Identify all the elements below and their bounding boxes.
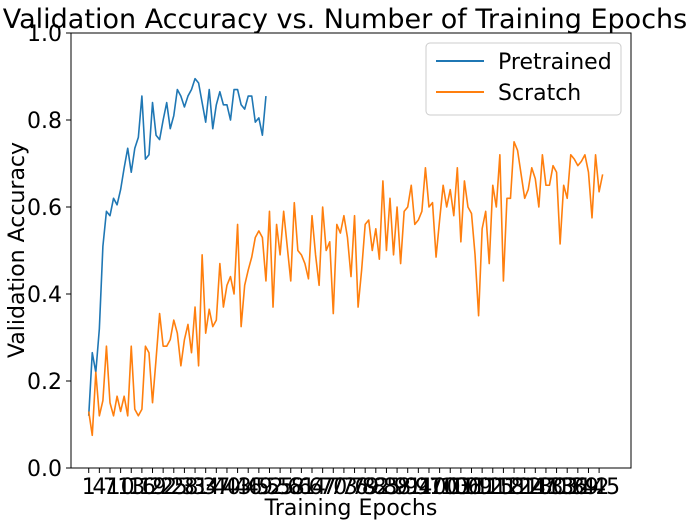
- x-tick-label: 136: [546, 475, 588, 500]
- x-tick-label: 19: [139, 475, 167, 500]
- x-tick-label: 130: [525, 475, 567, 500]
- y-axis-label: Validation Accuracy: [5, 142, 30, 358]
- x-tick-label: 106: [440, 475, 482, 500]
- series-line-pretrained: [87, 77, 267, 416]
- x-tick-label: 85: [372, 475, 400, 500]
- x-tick-label: 139: [557, 475, 599, 500]
- x-tick-label: 22: [149, 475, 177, 500]
- x-tick-label: 94: [404, 475, 432, 500]
- x-tick-label: 79: [351, 475, 379, 500]
- y-tick-label: 1.0: [27, 22, 62, 47]
- x-tick-label: 121: [493, 475, 535, 500]
- x-tick-label: 31: [181, 475, 209, 500]
- x-tick-label: 25: [160, 475, 188, 500]
- x-tick-label: 142: [567, 475, 609, 500]
- x-tick-label: 52: [255, 475, 283, 500]
- y-tick-label: 0.2: [27, 370, 62, 395]
- x-tick-label: 109: [451, 475, 493, 500]
- x-tick-label: 118: [482, 475, 524, 500]
- series-lines: [87, 77, 604, 437]
- y-axis: 0.0 0.2 0.4 0.6 0.8 1.0: [27, 22, 71, 482]
- x-tick-label: 49: [245, 475, 273, 500]
- y-tick-label: 0.4: [27, 283, 62, 308]
- x-tick-label: 145: [578, 475, 620, 500]
- x-tick-label: 58: [277, 475, 305, 500]
- x-tick-label: 133: [536, 475, 578, 500]
- x-tick-label: 13: [117, 475, 145, 500]
- x-tick-label: 1: [82, 475, 96, 500]
- plot-frame: [70, 32, 632, 469]
- x-tick-label: 28: [170, 475, 198, 500]
- chart-title: Validation Accuracy vs. Number of Traini…: [3, 4, 687, 35]
- legend-label-pretrained: Pretrained: [498, 50, 612, 75]
- x-tick-label: 112: [461, 475, 503, 500]
- x-tick-label: 127: [514, 475, 556, 500]
- x-tick-label: 40: [213, 475, 241, 500]
- x-tick-label: 73: [330, 475, 358, 500]
- legend: Pretrained Scratch: [425, 42, 622, 116]
- x-tick-label: 76: [341, 475, 369, 500]
- x-tick-label: 4: [92, 475, 106, 500]
- x-axis-label: Training Epochs: [264, 496, 438, 521]
- x-tick-label: 88: [383, 475, 411, 500]
- x-tick-label: 64: [298, 475, 326, 500]
- y-tick-label: 0.8: [27, 109, 62, 134]
- series-line-scratch: [87, 140, 604, 437]
- x-tick-label: 70: [319, 475, 347, 500]
- x-tick-label: 103: [429, 475, 471, 500]
- y-tick-label: 0.0: [27, 457, 62, 482]
- x-tick-label: 61: [287, 475, 315, 500]
- x-tick-label: 124: [504, 475, 546, 500]
- x-tick-label: 100: [419, 475, 461, 500]
- x-axis: 1471013161922252831343740434649525558616…: [82, 468, 620, 500]
- y-tick-label: 0.6: [27, 196, 62, 221]
- x-tick-label: 55: [266, 475, 294, 500]
- legend-label-scratch: Scratch: [498, 81, 581, 106]
- x-tick-label: 67: [309, 475, 337, 500]
- x-tick-label: 16: [128, 475, 156, 500]
- x-tick-label: 37: [202, 475, 230, 500]
- x-tick-label: 91: [394, 475, 422, 500]
- x-tick-label: 82: [362, 475, 390, 500]
- x-tick-label: 46: [234, 475, 262, 500]
- x-tick-label: 7: [103, 475, 117, 500]
- x-tick-label: 115: [472, 475, 514, 500]
- x-tick-label: 10: [107, 475, 135, 500]
- x-tick-label: 43: [224, 475, 252, 500]
- x-tick-label: 34: [192, 475, 220, 500]
- x-tick-label: 97: [415, 475, 443, 500]
